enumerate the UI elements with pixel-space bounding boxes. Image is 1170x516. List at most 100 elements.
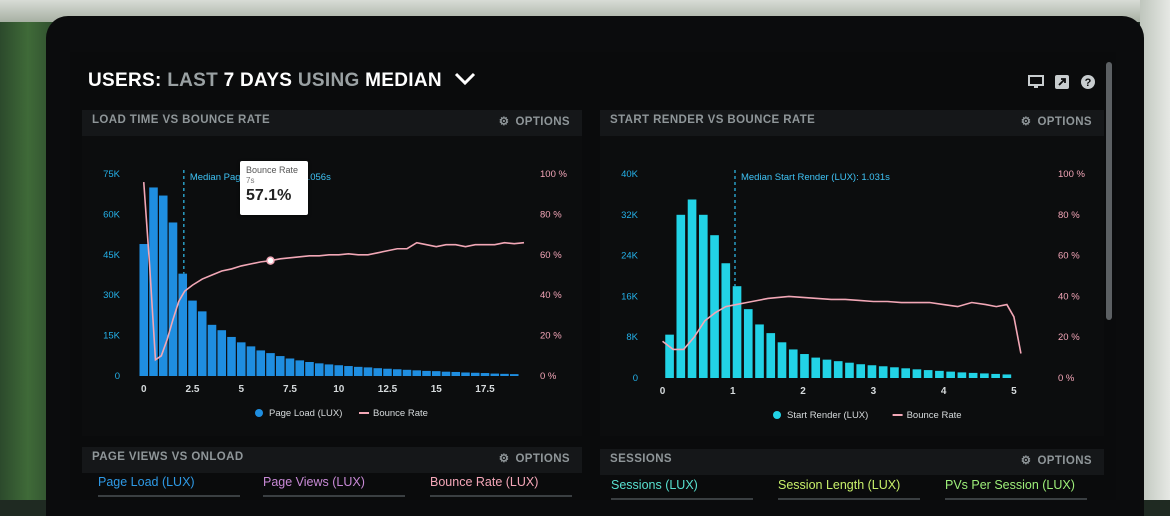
y2-tick-label: 20 % bbox=[1058, 332, 1080, 343]
bar bbox=[490, 373, 500, 376]
y2-tick-label: 80 % bbox=[540, 209, 562, 220]
bar bbox=[1002, 374, 1012, 378]
bar bbox=[811, 357, 821, 378]
bar bbox=[721, 263, 731, 378]
bar bbox=[344, 366, 353, 376]
y-tick-label: 24K bbox=[621, 251, 639, 262]
bar bbox=[266, 353, 275, 376]
legend-marker bbox=[773, 411, 781, 419]
options-button[interactable]: ⚙ OPTIONS bbox=[1020, 455, 1092, 467]
panel-title: SESSIONS bbox=[610, 453, 672, 465]
bar bbox=[698, 214, 708, 378]
y2-tick-label: 100 % bbox=[1058, 169, 1085, 180]
bar bbox=[441, 371, 451, 376]
bar bbox=[314, 363, 324, 376]
external-link-icon[interactable] bbox=[1054, 74, 1070, 90]
legend-label: Page Load (LUX) bbox=[269, 408, 342, 419]
header-range: LAST bbox=[167, 70, 218, 92]
bar bbox=[480, 373, 490, 376]
bar bbox=[755, 324, 764, 378]
legend-label: Start Render (LUX) bbox=[787, 410, 868, 421]
load-time-chart: 0 15K 30K 45K 60K 75K 0 % 20 % 40 % 60 % 80 % 100 %… bbox=[82, 136, 582, 436]
y2-tick-label: 0 % bbox=[540, 371, 557, 382]
bounce-rate-point bbox=[266, 256, 275, 265]
panel-load-time: LOAD TIME VS BOUNCE RATE ⚙ OPTIONS bbox=[82, 110, 582, 136]
gear-icon: ⚙ bbox=[1020, 116, 1032, 128]
bar bbox=[968, 372, 978, 378]
x-tick-label: 3 bbox=[871, 386, 877, 397]
metric-divider bbox=[98, 495, 240, 497]
dashboard-header[interactable]: USERS: LAST 7 DAYS USING MEDIAN bbox=[88, 70, 476, 92]
x-tick-label: 17.5 bbox=[475, 384, 495, 395]
metric-pvs-per-session[interactable]: PVs Per Session (LUX) bbox=[945, 478, 1075, 492]
median-annotation: Median Start Render (LUX): 1.031s bbox=[741, 172, 890, 183]
legend-label: Bounce Rate bbox=[907, 410, 962, 421]
panel-title: LOAD TIME VS BOUNCE RATE bbox=[92, 114, 271, 126]
bounce-rate-line bbox=[142, 182, 525, 362]
dashboard-screen: USERS: LAST 7 DAYS USING MEDIAN ? LOAD T… bbox=[70, 52, 1116, 500]
bar bbox=[383, 368, 392, 376]
bar bbox=[236, 342, 246, 376]
metric-divider bbox=[611, 498, 753, 500]
options-button[interactable]: ⚙ OPTIONS bbox=[498, 116, 570, 128]
x-tick-label: 2.5 bbox=[186, 384, 200, 395]
bar bbox=[422, 370, 431, 376]
metric-page-load[interactable]: Page Load (LUX) bbox=[98, 475, 195, 489]
bar bbox=[980, 373, 989, 378]
bar bbox=[295, 360, 305, 376]
x-tick-label: 7.5 bbox=[283, 384, 297, 395]
bar bbox=[353, 366, 363, 376]
bar bbox=[402, 369, 412, 376]
options-button[interactable]: ⚙ OPTIONS bbox=[498, 453, 570, 465]
metric-session-length[interactable]: Session Length (LUX) bbox=[778, 478, 901, 492]
metric-divider bbox=[430, 495, 572, 497]
metric-sessions[interactable]: Sessions (LUX) bbox=[611, 478, 698, 492]
x-tick-label: 5 bbox=[1011, 386, 1017, 397]
chevron-down-icon[interactable] bbox=[454, 70, 476, 92]
y-tick-label: 30K bbox=[103, 290, 121, 301]
panel-title: START RENDER VS BOUNCE RATE bbox=[610, 114, 816, 126]
bar bbox=[788, 349, 798, 378]
y-tick-label: 15K bbox=[103, 331, 121, 342]
bar bbox=[470, 372, 480, 376]
bar bbox=[878, 366, 888, 378]
y-tick-label: 32K bbox=[621, 210, 639, 221]
panel-title: PAGE VIEWS VS ONLOAD bbox=[92, 451, 244, 463]
x-tick-label: 0 bbox=[660, 386, 666, 397]
metric-bounce-rate[interactable]: Bounce Rate (LUX) bbox=[430, 475, 539, 489]
y2-tick-label: 0 % bbox=[1058, 373, 1075, 384]
y-tick-label: 40K bbox=[621, 169, 639, 180]
bar bbox=[856, 364, 866, 378]
bar bbox=[305, 361, 314, 376]
bar bbox=[500, 373, 509, 376]
bar bbox=[207, 324, 217, 376]
tooltip-label: Bounce Rate bbox=[246, 165, 299, 175]
bar bbox=[509, 374, 519, 376]
metric-page-views[interactable]: Page Views (LUX) bbox=[263, 475, 365, 489]
bar bbox=[275, 356, 285, 376]
y2-tick-label: 80 % bbox=[1058, 210, 1080, 221]
bar bbox=[178, 273, 188, 376]
bar bbox=[766, 333, 776, 378]
bar bbox=[912, 369, 922, 378]
bar bbox=[217, 330, 227, 376]
y-tick-label: 16K bbox=[621, 291, 639, 302]
bar bbox=[991, 373, 1000, 378]
bar bbox=[285, 358, 295, 376]
scrollbar[interactable] bbox=[1106, 62, 1112, 320]
bar bbox=[431, 371, 441, 376]
help-icon[interactable]: ? bbox=[1080, 74, 1096, 90]
bar bbox=[743, 309, 753, 378]
x-tick-label: 1 bbox=[730, 386, 736, 397]
y2-tick-label: 60 % bbox=[540, 250, 562, 261]
bar bbox=[412, 370, 422, 376]
bar bbox=[777, 342, 787, 378]
x-tick-label: 5 bbox=[238, 384, 244, 395]
bar bbox=[935, 370, 944, 378]
y-tick-label: 0 bbox=[633, 373, 638, 384]
metric-divider bbox=[778, 498, 920, 500]
x-tick-label: 4 bbox=[941, 386, 947, 397]
options-button[interactable]: ⚙ OPTIONS bbox=[1020, 116, 1092, 128]
x-tick-label: 0 bbox=[141, 384, 147, 395]
monitor-icon[interactable] bbox=[1028, 74, 1044, 90]
